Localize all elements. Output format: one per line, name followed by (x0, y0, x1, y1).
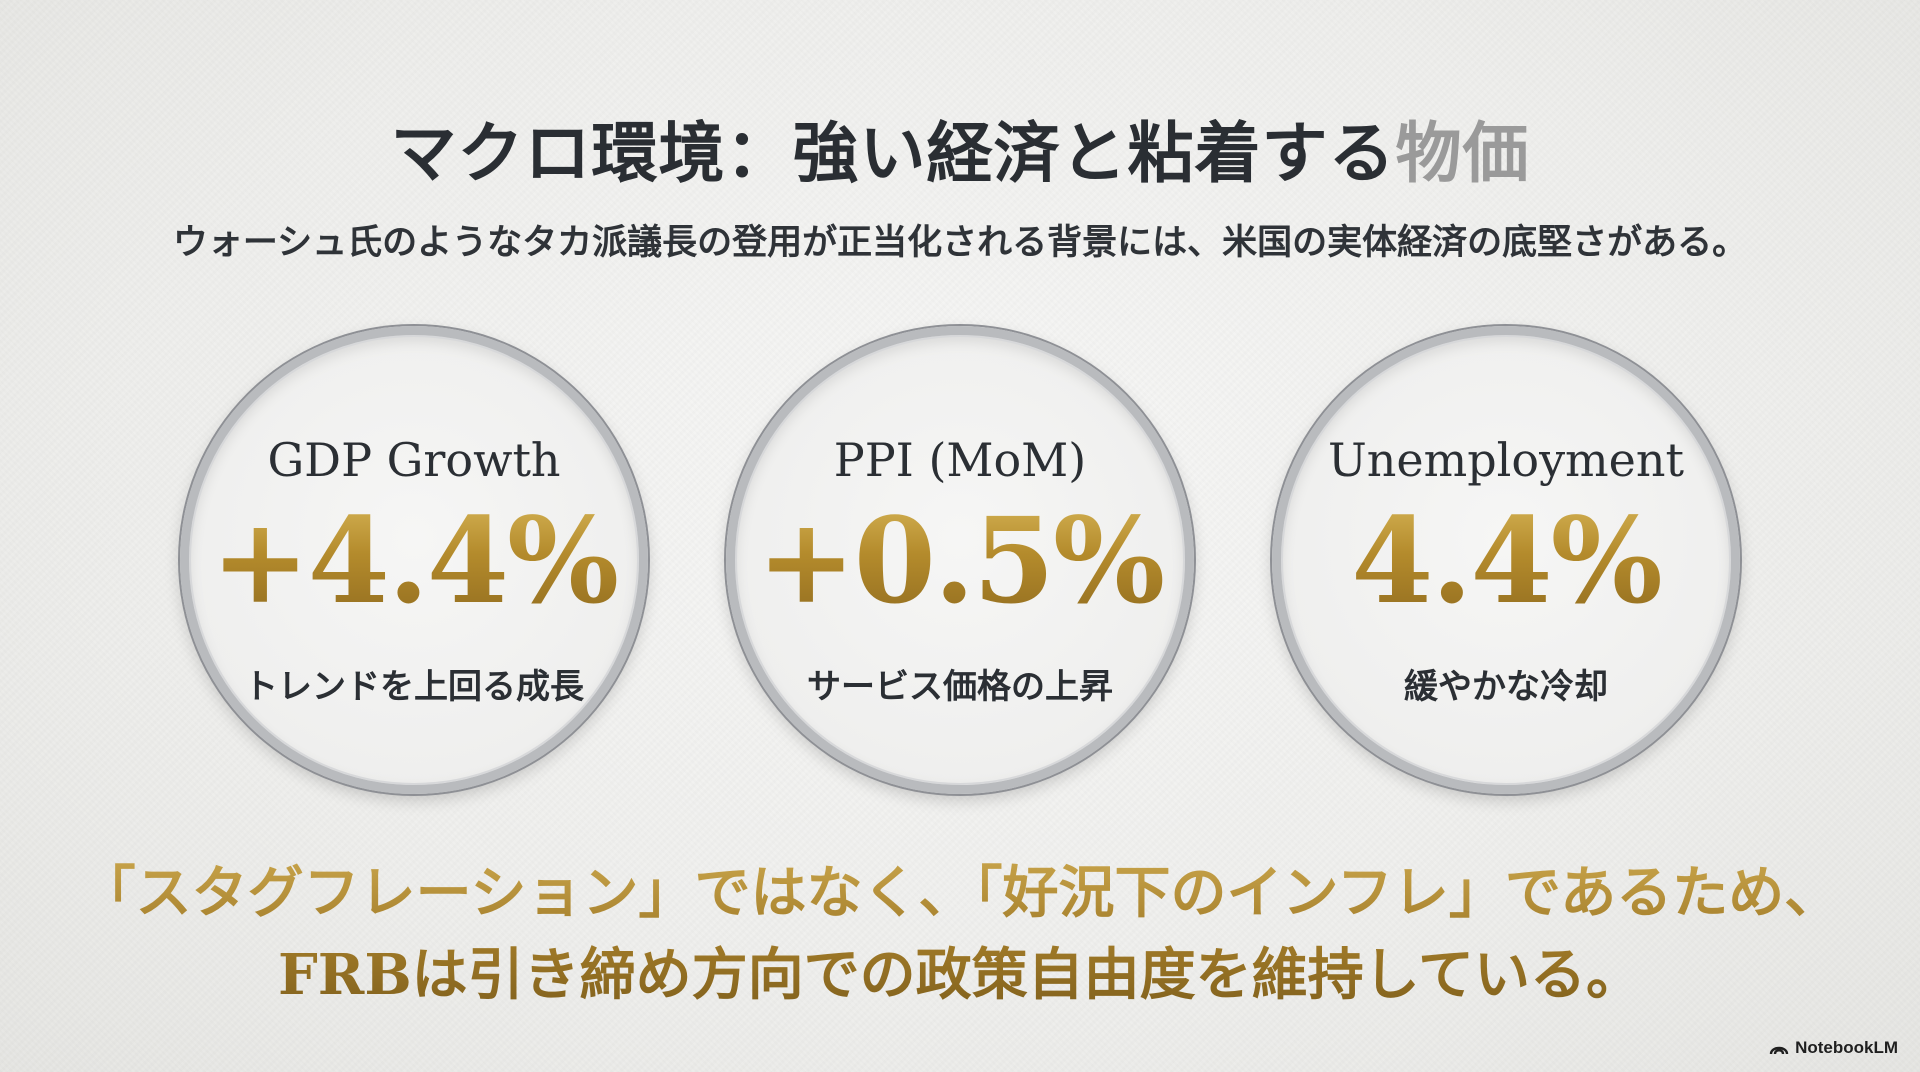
page-title-faded: 物価 (1395, 115, 1530, 192)
metric-label: GDP Growth (267, 433, 561, 487)
metric-circle-unemployment: Unemployment 4.4% 緩やかな冷却 (1272, 326, 1740, 794)
metric-caption: 緩やかな冷却 (1404, 667, 1608, 707)
conclusion-text: 「スタグフレーション」ではなく、「好況下のインフレ」であるため、 FRBは引き締… (0, 852, 1920, 1016)
metric-caption: サービス価格の上昇 (807, 667, 1113, 707)
page-title-main: マクロ環境：強い経済と粘着する (390, 115, 1396, 192)
metric-caption: トレンドを上回る成長 (244, 667, 584, 707)
metric-label: PPI (MoM) (833, 433, 1087, 487)
notebooklm-watermark: NotebookLM (1769, 1038, 1898, 1058)
metric-circle-ppi: PPI (MoM) +0.5% サービス価格の上昇 (726, 326, 1194, 794)
conclusion-line-1: 「スタグフレーション」ではなく、「好況下のインフレ」であるため、 (79, 860, 1841, 926)
watermark-text: NotebookLM (1795, 1038, 1898, 1057)
notebooklm-logo-icon (1769, 1046, 1789, 1055)
metric-value: +0.5% (735, 491, 1185, 630)
page-subtitle: ウォーシュ氏のようなタカ派議長の登用が正当化される背景には、米国の実体経済の底堅… (172, 223, 1748, 263)
conclusion-line-2: FRBは引き締め方向での政策自由度を維持している。 (278, 942, 1642, 1008)
metric-value: 4.4% (1281, 491, 1731, 630)
metric-label: Unemployment (1327, 433, 1685, 487)
metric-circle-gdp: GDP Growth +4.4% トレンドを上回る成長 (180, 326, 648, 794)
metric-value: +4.4% (189, 491, 639, 630)
page-title: マクロ環境：強い経済と粘着する物価 (0, 100, 1920, 196)
